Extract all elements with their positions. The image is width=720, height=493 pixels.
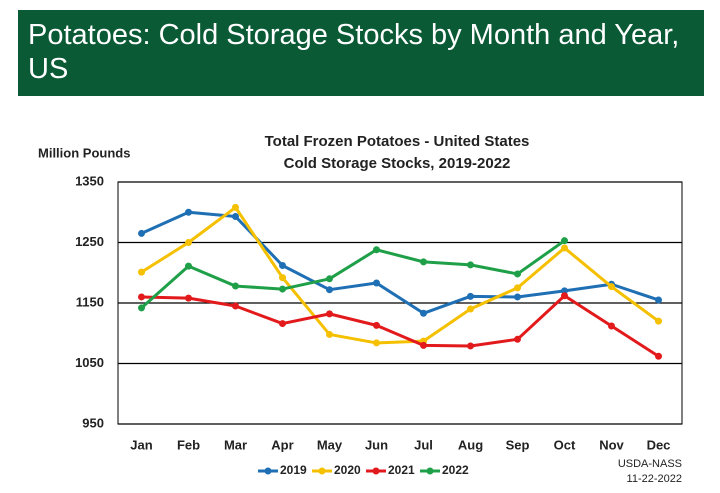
header: Potatoes: Cold Storage Stocks by Month a… bbox=[18, 10, 704, 96]
legend-marker bbox=[426, 467, 434, 475]
legend-label: 2022 bbox=[442, 463, 469, 477]
series-line bbox=[140, 205, 660, 345]
data-point bbox=[467, 261, 474, 269]
data-point bbox=[232, 203, 239, 211]
data-point bbox=[608, 322, 615, 330]
x-tick-label: Oct bbox=[554, 437, 576, 452]
x-tick-label: Jun bbox=[365, 437, 388, 452]
data-point bbox=[232, 282, 239, 290]
date: 11-22-2022 bbox=[627, 473, 682, 485]
y-axis-label: Million Pounds bbox=[38, 145, 130, 160]
data-point bbox=[655, 317, 662, 325]
data-point bbox=[185, 239, 192, 246]
series-line bbox=[140, 210, 659, 315]
data-point bbox=[326, 310, 333, 318]
data-point bbox=[561, 237, 568, 245]
data-point bbox=[655, 352, 662, 360]
chart-title: Total Frozen Potatoes - United States bbox=[265, 133, 530, 150]
data-point bbox=[467, 305, 474, 313]
series-line bbox=[141, 294, 660, 358]
y-tick-label: 1050 bbox=[75, 355, 104, 370]
data-point bbox=[373, 246, 380, 254]
data-point bbox=[608, 283, 615, 291]
x-tick-label: Jan bbox=[130, 437, 152, 452]
data-point bbox=[185, 208, 192, 216]
data-point bbox=[138, 293, 145, 301]
data-point bbox=[373, 279, 380, 287]
x-tick-label: Apr bbox=[271, 437, 293, 452]
legend-label: 2021 bbox=[388, 463, 415, 477]
data-point bbox=[185, 294, 192, 302]
data-point bbox=[279, 274, 286, 282]
data-point bbox=[279, 285, 286, 293]
data-point bbox=[514, 270, 521, 278]
data-point bbox=[279, 261, 286, 269]
data-point bbox=[326, 286, 333, 294]
data-point bbox=[514, 335, 521, 343]
data-point bbox=[467, 292, 474, 300]
legend-label: 2019 bbox=[280, 463, 307, 477]
data-point bbox=[326, 330, 333, 338]
source: USDA-NASS bbox=[618, 458, 682, 470]
data-point bbox=[138, 268, 145, 276]
page-title: Potatoes: Cold Storage Stocks by Month a… bbox=[28, 19, 680, 85]
y-tick-label: 1250 bbox=[75, 234, 104, 249]
legend-marker bbox=[372, 467, 380, 475]
y-tick-label: 1350 bbox=[75, 173, 104, 188]
series-line bbox=[140, 239, 566, 309]
chart-subtitle: Cold Storage Stocks, 2019-2022 bbox=[284, 155, 511, 172]
data-point bbox=[420, 258, 427, 266]
legend-marker bbox=[318, 467, 326, 475]
data-point bbox=[561, 244, 568, 252]
data-point bbox=[373, 339, 380, 347]
data-point bbox=[232, 212, 239, 220]
data-point bbox=[373, 321, 380, 329]
data-point bbox=[467, 342, 474, 350]
data-point bbox=[514, 284, 521, 292]
data-point bbox=[185, 262, 192, 270]
data-point bbox=[561, 292, 568, 300]
data-point bbox=[279, 320, 286, 328]
data-point bbox=[138, 229, 145, 237]
data-point bbox=[514, 293, 521, 301]
x-tick-label: Nov bbox=[599, 437, 624, 452]
x-tick-label: Feb bbox=[177, 437, 200, 452]
y-tick-label: 1150 bbox=[76, 294, 104, 309]
y-tick-label: 950 bbox=[82, 415, 104, 430]
data-point bbox=[326, 275, 333, 283]
x-tick-label: May bbox=[317, 437, 343, 452]
data-point bbox=[232, 302, 239, 310]
data-point bbox=[561, 287, 568, 295]
x-tick-label: Jul bbox=[414, 437, 433, 452]
legend-marker bbox=[264, 467, 272, 475]
legend-label: 2020 bbox=[334, 463, 361, 477]
x-tick-label: Mar bbox=[224, 437, 247, 452]
x-tick-label: Sep bbox=[506, 437, 530, 452]
data-point bbox=[420, 341, 427, 349]
data-point bbox=[420, 309, 427, 317]
data-point bbox=[138, 304, 145, 312]
x-tick-label: Dec bbox=[647, 437, 671, 452]
data-point bbox=[655, 296, 662, 304]
x-tick-label: Aug bbox=[458, 437, 483, 452]
